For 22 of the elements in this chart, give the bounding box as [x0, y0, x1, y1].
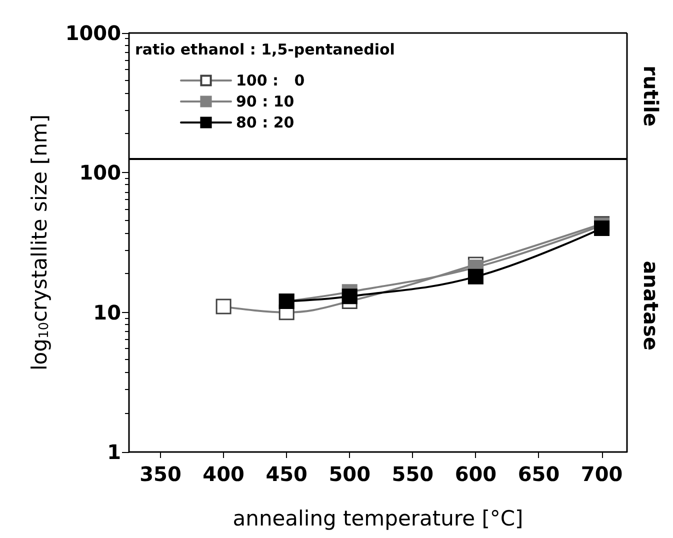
legend-label: 90 : 10: [236, 92, 294, 110]
legend-title: ratio ethanol : 1,5-pentanediol: [135, 40, 395, 58]
x-tick-label: 350: [140, 462, 182, 486]
y-tick-label: 1: [107, 440, 121, 464]
y-axis-title: log10crystallite size [nm]: [28, 114, 52, 371]
x-tick-label: 600: [454, 462, 497, 486]
point: [342, 288, 358, 304]
x-tick-label: 500: [328, 462, 371, 486]
y-tick-label: 10: [93, 300, 121, 324]
x-tick-label: 450: [266, 462, 308, 486]
legend-label: 100 : 0: [236, 72, 305, 90]
x-tick-label: 400: [202, 462, 244, 486]
text: anatase: [639, 260, 663, 350]
y-tick-label: 100: [79, 160, 121, 185]
x-tick-label: 650: [518, 462, 560, 486]
legend-label: 80 : 20: [236, 114, 294, 132]
x-axis-title: annealing temperature [°C]: [232, 506, 524, 530]
point: [468, 268, 484, 284]
y-tick-label: 1000: [65, 21, 121, 45]
x-tick-label: 550: [392, 462, 434, 486]
text: rutile: [639, 66, 663, 127]
x-tick-label: 700: [580, 462, 623, 486]
